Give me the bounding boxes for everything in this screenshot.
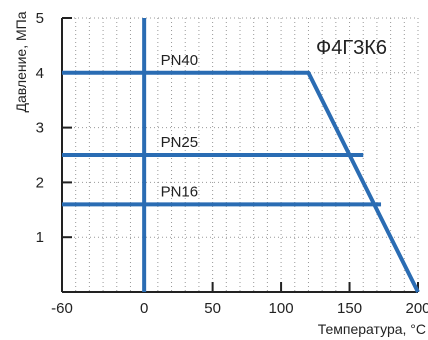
y-axis-title: Давление, МПа (13, 11, 29, 112)
x-tick-label-150: 150 (337, 300, 362, 317)
x-axis-title: Температура, °C (318, 321, 426, 337)
series-label-pn16: PN16 (161, 183, 199, 200)
y-tick-label-1: 1 (36, 229, 44, 246)
series-label-pn40: PN40 (161, 52, 199, 69)
y-tick-label-3: 3 (36, 120, 44, 137)
x-tick-label-50: 50 (204, 300, 221, 317)
series-label-pn25: PN25 (161, 134, 199, 151)
material-label: Ф4Г3К6 (316, 37, 387, 59)
series-lines (62, 18, 420, 293)
series-line-pn40 (62, 70, 420, 293)
x-tick-label--60: -60 (51, 300, 73, 317)
y-tick-label-4: 4 (36, 65, 44, 82)
x-tick-label-0: 0 (140, 300, 148, 317)
y-tick-label-5: 5 (36, 10, 44, 27)
tick-labels: 1 2 3 4 5 -60 0 50 100 150 200 (36, 10, 428, 317)
x-tick-label-200: 200 (405, 300, 428, 317)
x-tick-label-100: 100 (269, 300, 294, 317)
y-tick-label-2: 2 (36, 174, 44, 191)
